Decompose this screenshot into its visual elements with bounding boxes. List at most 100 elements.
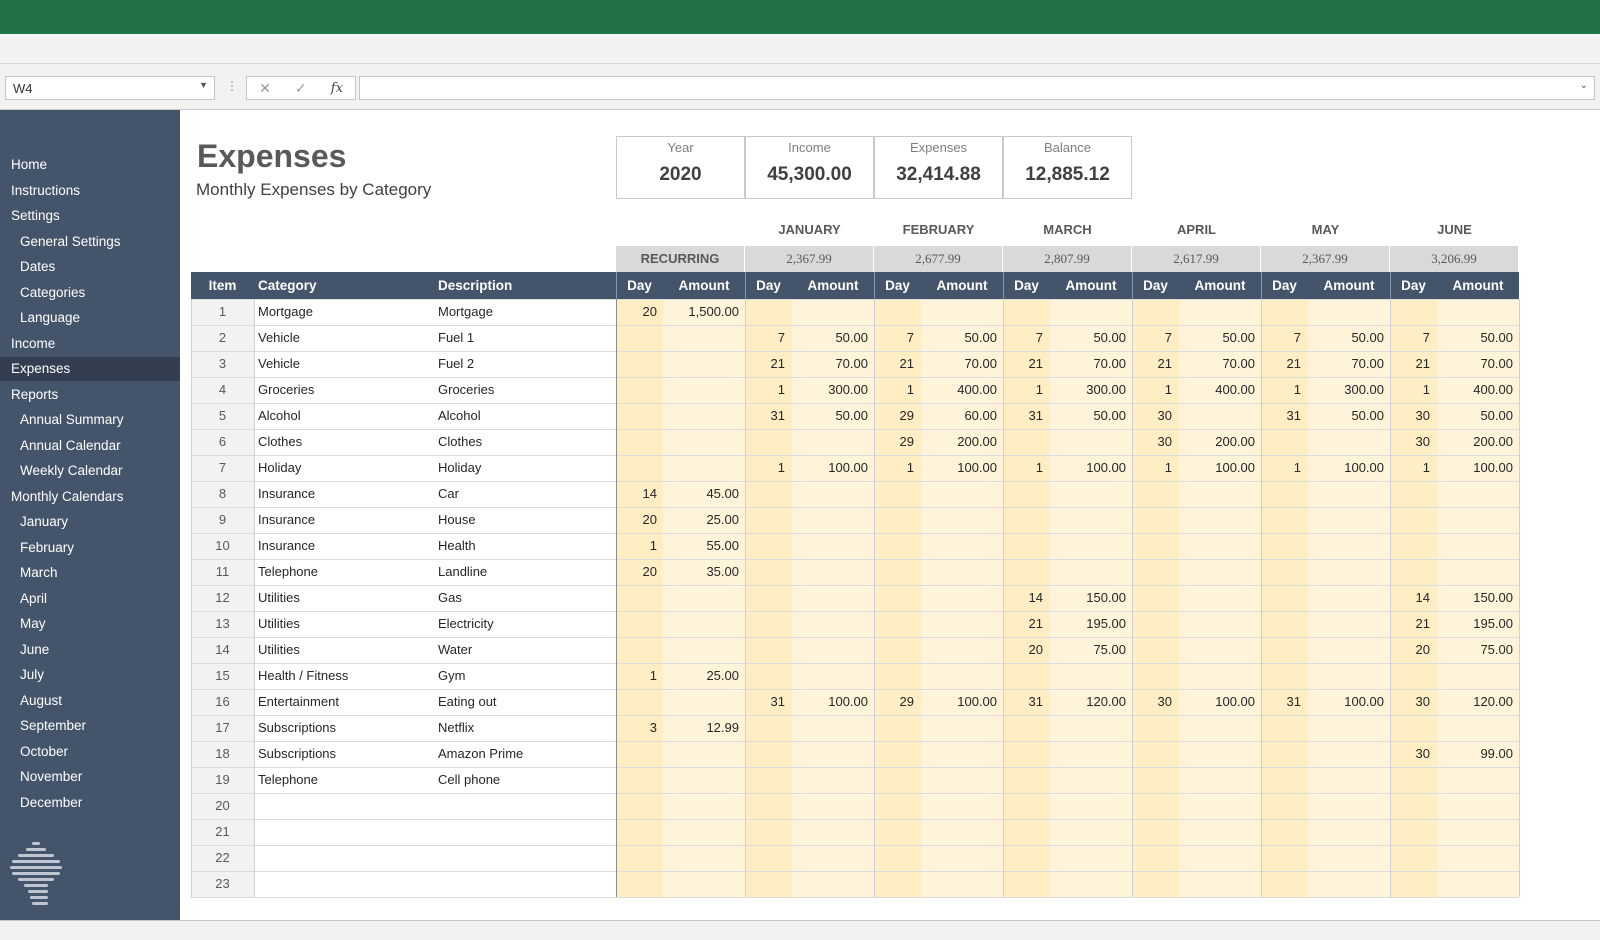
recurring-day-cell[interactable]: 20 — [642, 564, 657, 579]
amount-cell[interactable] — [1179, 663, 1255, 689]
category-cell[interactable]: Telephone — [258, 772, 318, 787]
recurring-amount-cell[interactable] — [663, 611, 739, 637]
recurring-day-cell[interactable] — [616, 689, 657, 715]
day-cell[interactable] — [745, 663, 785, 689]
amount-cell[interactable] — [1050, 819, 1126, 845]
day-cell[interactable] — [1132, 611, 1172, 637]
day-cell[interactable] — [745, 481, 785, 507]
amount-cell[interactable]: 70.00 — [1093, 356, 1126, 371]
amount-cell[interactable]: 100.00 — [828, 694, 868, 709]
day-cell[interactable] — [1261, 299, 1301, 325]
amount-cell[interactable] — [792, 637, 868, 663]
sidebar-item-categories[interactable]: Categories — [20, 284, 86, 300]
amount-cell[interactable]: 50.00 — [1351, 408, 1384, 423]
amount-cell[interactable]: 70.00 — [1480, 356, 1513, 371]
day-cell[interactable] — [745, 637, 785, 663]
sidebar-item-april[interactable]: April — [20, 590, 48, 606]
amount-cell[interactable] — [1308, 793, 1384, 819]
category-cell[interactable] — [258, 793, 431, 819]
recurring-amount-cell[interactable] — [663, 793, 739, 819]
recurring-day-cell[interactable] — [616, 637, 657, 663]
day-cell[interactable] — [1132, 845, 1172, 871]
day-cell[interactable]: 30 — [1415, 694, 1430, 709]
sidebar-item-january[interactable]: January — [20, 514, 69, 529]
amount-cell[interactable] — [1437, 845, 1513, 871]
category-cell[interactable]: Insurance — [258, 486, 316, 501]
amount-cell[interactable] — [1050, 663, 1126, 689]
amount-cell[interactable] — [1050, 715, 1126, 741]
recurring-amount-cell[interactable]: 25.00 — [706, 512, 739, 527]
day-cell[interactable] — [874, 767, 914, 793]
recurring-amount-cell[interactable] — [663, 429, 739, 455]
day-cell[interactable]: 1 — [777, 382, 785, 397]
day-cell[interactable]: 21 — [1286, 356, 1301, 371]
recurring-amount-cell[interactable] — [663, 871, 739, 897]
recurring-day-cell[interactable]: 20 — [642, 512, 657, 527]
day-cell[interactable] — [1003, 663, 1043, 689]
amount-cell[interactable] — [921, 299, 997, 325]
day-cell[interactable]: 7 — [1293, 330, 1301, 345]
amount-cell[interactable] — [921, 637, 997, 663]
amount-cell[interactable] — [792, 299, 868, 325]
category-cell[interactable]: Entertainment — [258, 694, 339, 709]
sidebar-item-november[interactable]: November — [20, 769, 83, 784]
fx-icon[interactable]: fx — [330, 80, 343, 96]
category-cell[interactable] — [258, 871, 431, 897]
description-cell[interactable]: Amazon Prime — [438, 746, 524, 761]
day-cell[interactable] — [874, 611, 914, 637]
amount-cell[interactable]: 200.00 — [1473, 434, 1513, 449]
day-cell[interactable] — [1261, 637, 1301, 663]
day-cell[interactable] — [874, 299, 914, 325]
day-cell[interactable] — [1261, 819, 1301, 845]
sidebar-item-monthly-calendars[interactable]: Monthly Calendars — [11, 488, 124, 504]
day-cell[interactable]: 21 — [899, 356, 914, 371]
day-cell[interactable] — [1261, 611, 1301, 637]
amount-cell[interactable] — [1308, 663, 1384, 689]
amount-cell[interactable] — [1437, 715, 1513, 741]
day-cell[interactable] — [874, 481, 914, 507]
recurring-day-cell[interactable] — [616, 767, 657, 793]
day-cell[interactable] — [1003, 741, 1043, 767]
amount-cell[interactable] — [792, 481, 868, 507]
sidebar-item-october[interactable]: October — [20, 743, 69, 759]
recurring-amount-cell[interactable]: 45.00 — [706, 486, 739, 501]
name-box[interactable]: W4 ▼ — [5, 76, 215, 100]
day-cell[interactable] — [1261, 585, 1301, 611]
recurring-amount-cell[interactable]: 25.00 — [706, 668, 739, 683]
day-cell[interactable] — [1261, 429, 1301, 455]
amount-cell[interactable] — [1179, 481, 1255, 507]
category-cell[interactable]: Subscriptions — [258, 746, 337, 761]
recurring-day-cell[interactable] — [616, 325, 657, 351]
amount-cell[interactable]: 100.00 — [1086, 460, 1126, 475]
sidebar-item-general-settings[interactable]: General Settings — [20, 233, 121, 249]
day-cell[interactable] — [745, 715, 785, 741]
day-cell[interactable] — [745, 299, 785, 325]
day-cell[interactable]: 1 — [1422, 382, 1430, 397]
day-cell[interactable] — [1132, 559, 1172, 585]
day-cell[interactable] — [1390, 559, 1430, 585]
recurring-day-cell[interactable] — [616, 585, 657, 611]
recurring-day-cell[interactable] — [616, 871, 657, 897]
amount-cell[interactable]: 50.00 — [964, 330, 997, 345]
amount-cell[interactable] — [792, 741, 868, 767]
day-cell[interactable]: 31 — [1028, 408, 1043, 423]
amount-cell[interactable] — [1050, 299, 1126, 325]
day-cell[interactable] — [1132, 585, 1172, 611]
amount-cell[interactable]: 50.00 — [835, 330, 868, 345]
day-cell[interactable] — [874, 819, 914, 845]
amount-cell[interactable] — [921, 715, 997, 741]
chevron-down-icon[interactable]: ⌄ — [1579, 80, 1588, 91]
amount-cell[interactable] — [1437, 559, 1513, 585]
amount-cell[interactable] — [1308, 533, 1384, 559]
sidebar-item-july[interactable]: July — [20, 667, 45, 682]
recurring-amount-cell[interactable]: 12.99 — [706, 720, 739, 735]
day-cell[interactable] — [1132, 507, 1172, 533]
day-cell[interactable] — [1390, 871, 1430, 897]
check-icon[interactable]: ✓ — [294, 79, 307, 96]
description-cell[interactable]: Fuel 2 — [438, 356, 475, 371]
day-cell[interactable] — [1003, 715, 1043, 741]
day-cell[interactable] — [1261, 715, 1301, 741]
category-cell[interactable]: Insurance — [258, 512, 316, 527]
day-cell[interactable]: 30 — [1415, 746, 1430, 761]
day-cell[interactable]: 1 — [1293, 460, 1301, 475]
